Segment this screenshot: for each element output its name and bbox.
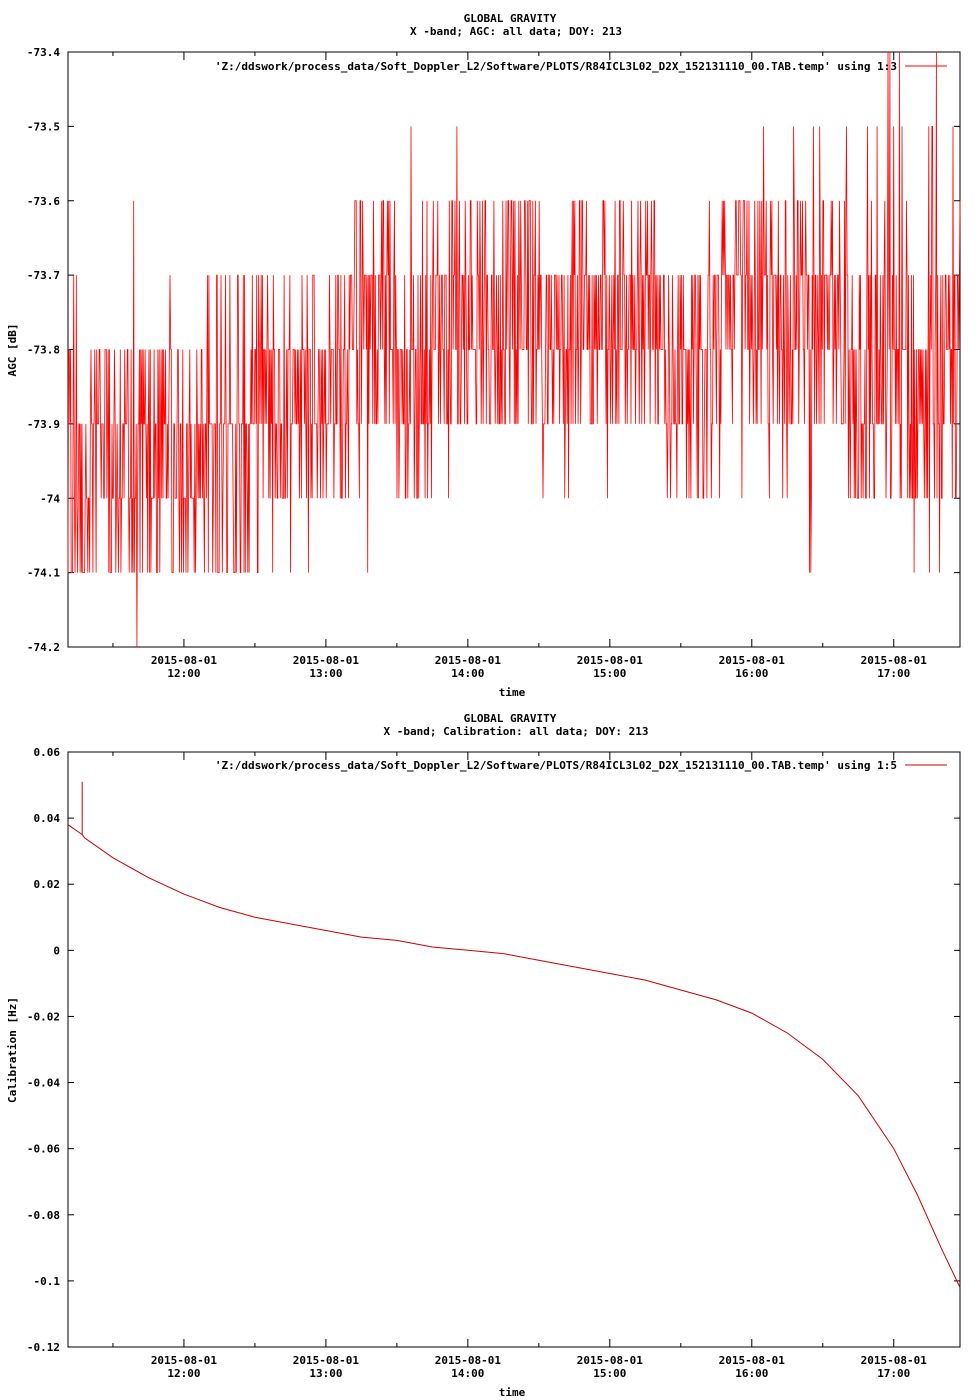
y-tick-label: -74 (40, 492, 60, 505)
y-tick-label: -73.9 (27, 418, 60, 431)
agc-y-label: AGC [dB] (6, 324, 19, 377)
y-tick-label: -0.02 (27, 1010, 60, 1023)
x-tick-date-label: 2015-08-01 (435, 654, 502, 667)
x-tick-time-label: 17:00 (877, 1367, 910, 1380)
x-tick-date-label: 2015-08-01 (577, 654, 644, 667)
agc-series (67, 51, 961, 648)
x-tick-time-label: 13:00 (309, 1367, 342, 1380)
agc-y-ticks: -73.4 -73.5 -73.6 -73.7 -73.8 -73.9 -74 -74.1 -7… (27, 46, 960, 654)
y-tick-label: -0.08 (27, 1209, 60, 1222)
calibration-legend-label: 'Z:/ddswork/process_data/Soft_Doppler_L2… (215, 759, 897, 772)
calibration-chart: GLOBAL GRAVITY X -band; Calibration: all… (6, 712, 961, 1399)
calibration-x-ticks: 2015-08-0112:002015-08-0113:002015-08-01… (112, 752, 928, 1380)
y-tick-label: -73.8 (27, 344, 60, 357)
y-tick-label: -74.1 (27, 567, 60, 580)
x-tick-time-label: 13:00 (309, 667, 342, 680)
calibration-subtitle: X -band; Calibration: all data; DOY: 213 (384, 725, 649, 738)
calibration-y-ticks: 0.06 0.04 0.02 0 -0.02 -0.04 -0.06 -0.08 -0.1 -0.… (27, 746, 960, 1354)
x-tick-time-label: 14:00 (451, 1367, 484, 1380)
y-tick-label: -0.06 (27, 1143, 60, 1156)
calibration-x-label: time (499, 1386, 526, 1399)
calibration-line (67, 781, 961, 1288)
y-tick-label: -0.04 (27, 1077, 60, 1090)
x-tick-time-label: 17:00 (877, 667, 910, 680)
agc-x-label: time (499, 686, 526, 699)
x-tick-date-label: 2015-08-01 (293, 1354, 360, 1367)
agc-line (67, 51, 961, 648)
x-tick-time-label: 16:00 (735, 667, 768, 680)
calibration-y-label: Calibration [Hz] (6, 997, 19, 1103)
x-tick-date-label: 2015-08-01 (577, 1354, 644, 1367)
x-tick-time-label: 16:00 (735, 1367, 768, 1380)
y-tick-label: 0.06 (34, 746, 61, 759)
x-tick-date-label: 2015-08-01 (151, 654, 218, 667)
x-tick-date-label: 2015-08-01 (861, 1354, 928, 1367)
y-tick-label: -73.5 (27, 120, 60, 133)
x-tick-date-label: 2015-08-01 (719, 654, 786, 667)
x-tick-time-label: 14:00 (451, 667, 484, 680)
x-tick-date-label: 2015-08-01 (861, 654, 928, 667)
x-tick-time-label: 12:00 (167, 1367, 200, 1380)
y-tick-label: -74.2 (27, 641, 60, 654)
x-tick-date-label: 2015-08-01 (719, 1354, 786, 1367)
y-tick-label: 0 (53, 944, 60, 957)
x-tick-date-label: 2015-08-01 (435, 1354, 502, 1367)
y-tick-label: -73.4 (27, 46, 60, 59)
agc-subtitle: X -band; AGC: all data; DOY: 213 (410, 25, 622, 38)
y-tick-label: -73.6 (27, 195, 60, 208)
calibration-plot-frame (67, 751, 961, 1348)
y-tick-label: -73.7 (27, 269, 60, 282)
y-tick-label: 0.02 (34, 878, 61, 891)
y-tick-label: -0.12 (27, 1341, 60, 1354)
agc-chart: GLOBAL GRAVITY X -band; AGC: all data; D… (6, 12, 961, 699)
calibration-series (67, 781, 961, 1288)
agc-legend-label: 'Z:/ddswork/process_data/Soft_Doppler_L2… (215, 60, 897, 73)
x-tick-time-label: 12:00 (167, 667, 200, 680)
y-tick-label: 0.04 (34, 812, 61, 825)
agc-title: GLOBAL GRAVITY (464, 12, 557, 25)
x-tick-time-label: 15:00 (593, 1367, 626, 1380)
x-tick-date-label: 2015-08-01 (151, 1354, 218, 1367)
x-tick-time-label: 15:00 (593, 667, 626, 680)
calibration-title: GLOBAL GRAVITY (464, 712, 557, 725)
agc-x-ticks: 2015-08-0112:002015-08-0113:002015-08-01… (112, 52, 928, 680)
x-tick-date-label: 2015-08-01 (293, 654, 360, 667)
y-tick-label: -0.1 (34, 1275, 61, 1288)
